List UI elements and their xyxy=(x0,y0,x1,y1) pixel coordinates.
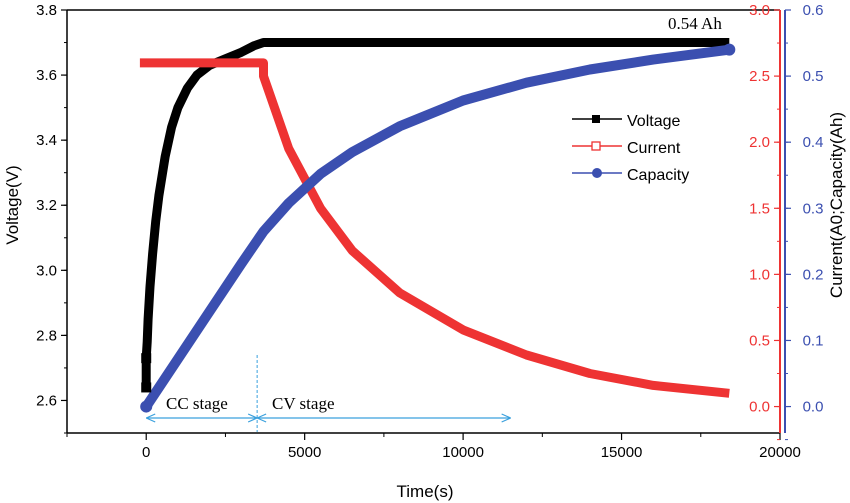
x-tick-label: 20000 xyxy=(759,444,801,461)
legend: Voltage Current Capacity xyxy=(572,113,689,184)
cc-stage-label: CC stage xyxy=(166,394,228,413)
series-line-current xyxy=(139,58,730,398)
y-capacity-tick-label: 0.6 xyxy=(803,2,824,19)
y-capacity-tick-label: 0.4 xyxy=(803,134,824,151)
y-current-tick-label: 1.0 xyxy=(749,266,770,283)
y-capacity-tick-label: 0.2 xyxy=(803,266,824,283)
y-left-tick-label: 3.4 xyxy=(36,132,57,149)
y-left-tick-label: 3.6 xyxy=(36,67,57,84)
y-left-tick-label: 3.8 xyxy=(36,2,57,19)
y-current-tick-label: 2.5 xyxy=(749,68,770,85)
capacity-start-marker xyxy=(140,400,153,413)
x-tick-label: 5000 xyxy=(288,444,321,461)
y-capacity-tick-label: 0.0 xyxy=(803,399,824,416)
legend-marker-voltage xyxy=(592,115,600,123)
y-current-tick-label: 0.5 xyxy=(749,332,770,349)
y-left-tick-label: 3.0 xyxy=(36,262,57,279)
legend-label-voltage: Voltage xyxy=(627,113,680,130)
y-current-tick-label: 0.0 xyxy=(749,399,770,416)
x-tick-label: 10000 xyxy=(442,444,484,461)
y-left-tick-label: 2.8 xyxy=(36,327,57,344)
y-current-tick-label: 3.0 xyxy=(749,2,770,19)
capacity-end-label: 0.54 Ah xyxy=(668,14,722,33)
voltage-second-marker xyxy=(141,353,152,364)
legend-marker-current xyxy=(591,141,601,151)
y-current-tick-label: 1.5 xyxy=(749,200,770,217)
y-capacity-tick-label: 0.5 xyxy=(803,68,824,85)
plot-area xyxy=(139,38,736,432)
y-current-tick-label: 2.0 xyxy=(749,134,770,151)
y-left-tick-label: 3.2 xyxy=(36,197,57,214)
series-line-voltage xyxy=(141,38,730,388)
y-left-axis-title: Voltage(V) xyxy=(3,165,22,244)
cv-arrowhead-left xyxy=(256,413,267,423)
x-tick-label: 0 xyxy=(142,444,150,461)
cc-arrowhead-left xyxy=(145,413,156,423)
y-capacity-tick-label: 0.3 xyxy=(803,200,824,217)
y-capacity-tick-label: 0.1 xyxy=(803,332,824,349)
voltage-start-marker xyxy=(141,382,152,393)
legend-label-current: Current xyxy=(627,140,681,157)
legend-marker-capacity xyxy=(592,168,602,178)
y-right-axis-title: Current(A0;Capacity(Ah) xyxy=(827,112,846,298)
series-line-capacity xyxy=(142,44,730,410)
x-tick-label: 15000 xyxy=(601,444,643,461)
legend-label-capacity: Capacity xyxy=(627,167,689,184)
cv-stage-label: CV stage xyxy=(272,394,335,413)
y-left-tick-label: 2.6 xyxy=(36,392,57,409)
cc-arrowhead-right xyxy=(247,413,258,423)
capacity-end-marker xyxy=(723,43,736,56)
axes: 0 5000 10000 15000 20000 2.6 2.8 3.0 3.2 3.4 3.6 3.… xyxy=(36,2,823,461)
cv-arrowhead-right xyxy=(501,413,511,423)
x-axis-title: Time(s) xyxy=(397,482,454,501)
